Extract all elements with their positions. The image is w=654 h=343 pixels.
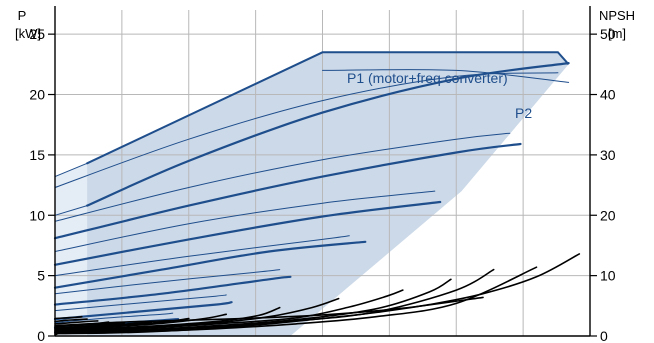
axes (48, 6, 597, 337)
left-axis-title-line1: P (18, 8, 27, 23)
p1-curve-1 (54, 162, 88, 178)
p2-curve-0 (322, 69, 570, 83)
p2-curve-3 (54, 190, 436, 252)
p1-curve-4 (53, 142, 522, 240)
left-tick-label-3: 15 (29, 147, 45, 163)
p1-envelope-tail (557, 51, 570, 65)
p1-curve-label: P1 (motor+freq converter) (347, 70, 508, 86)
left-tick-label-2: 10 (29, 207, 45, 223)
npsh-curves (54, 253, 581, 336)
left-tick-label-0: 0 (37, 328, 45, 343)
left-axis-title-line2: [kW] (15, 26, 41, 41)
npsh-curve-13 (54, 318, 88, 323)
p2-curve-label: P2 (515, 105, 532, 121)
npsh-curve-14 (54, 315, 83, 320)
p2-curve-2 (54, 132, 511, 222)
npsh-curve-15 (54, 296, 484, 336)
p2-curve-5 (54, 269, 281, 295)
npsh-curve-10 (54, 321, 126, 328)
p1-curve-0 (86, 51, 559, 165)
p1-curve-7 (53, 275, 292, 306)
right-tick-label-4: 40 (600, 87, 616, 103)
right-tick-label-5: 50 (600, 26, 616, 42)
left-tick-label-5: 25 (29, 26, 45, 42)
npsh-curve-9 (54, 321, 153, 329)
p1-curve-8 (53, 301, 233, 321)
npsh-curve-12 (54, 320, 99, 325)
envelope-region (87, 52, 569, 337)
tick-labels: 0 5 10 15 20 25 0 10 20 30 40 50 (29, 26, 615, 343)
npsh-curve-3 (54, 278, 452, 333)
left-tick-label-4: 20 (29, 87, 45, 103)
right-tick-label-2: 20 (600, 207, 616, 223)
p1-curve-5 (53, 200, 442, 266)
p2-curve-6 (54, 294, 227, 312)
right-axis-title-line1: NPSH (599, 8, 635, 23)
npsh-curve-5 (54, 297, 340, 332)
p1-curves (53, 51, 570, 334)
p1-curve-3 (54, 205, 88, 216)
p2-curve-7 (54, 312, 174, 324)
npsh-curve-6 (54, 306, 281, 331)
right-tick-label-3: 30 (600, 147, 616, 163)
left-tick-label-1: 5 (37, 268, 45, 284)
right-tick-label-1: 10 (600, 268, 616, 284)
npsh-curve-1 (54, 266, 538, 334)
right-axis-title-line2: [m] (608, 26, 626, 41)
p2-curve-4 (54, 235, 350, 277)
right-tick-label-0: 0 (600, 328, 608, 343)
p1-curve-2 (86, 62, 570, 207)
p1-curve-6 (53, 240, 367, 289)
